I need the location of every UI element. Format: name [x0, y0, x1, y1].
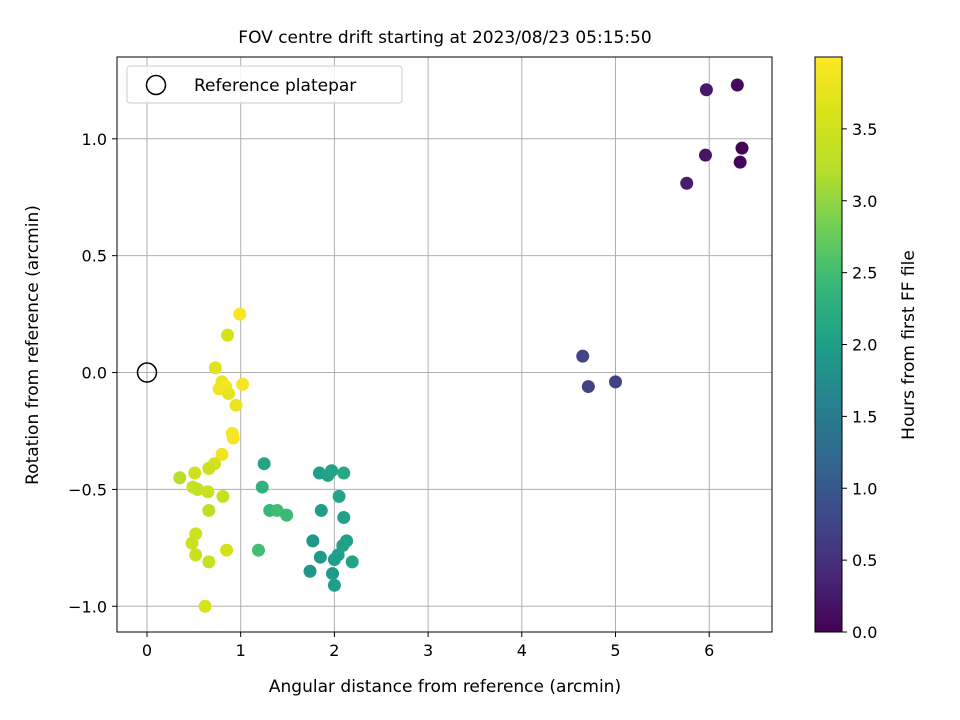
data-point — [189, 548, 203, 562]
y-tick-label: −0.5 — [68, 480, 107, 499]
y-tick-label: 1.0 — [82, 130, 107, 149]
plot-frame — [116, 56, 773, 633]
colorbar-tick-label: 2.5 — [852, 264, 877, 283]
legend-label: Reference platepar — [194, 76, 356, 96]
colorbar-label: Hours from first FF file — [899, 250, 919, 440]
colorbar-tick-label: 1.0 — [852, 479, 877, 498]
x-tick-label: 4 — [517, 641, 527, 660]
y-tick-label: 0.5 — [82, 247, 107, 266]
x-tick-label: 2 — [329, 641, 339, 660]
data-point — [229, 398, 243, 412]
data-point — [581, 380, 595, 394]
y-tick-label: 0.0 — [82, 364, 107, 383]
data-point — [220, 543, 234, 557]
y-tick-label: −1.0 — [68, 597, 107, 616]
x-tick-label: 6 — [704, 641, 714, 660]
data-point — [327, 578, 341, 592]
data-point — [680, 176, 694, 190]
data-point — [216, 489, 230, 503]
data-point — [337, 510, 351, 524]
data-point — [215, 447, 229, 461]
data-point — [733, 155, 747, 169]
data-point — [303, 564, 317, 578]
data-point — [698, 148, 712, 162]
data-point — [251, 543, 265, 557]
data-point — [226, 431, 240, 445]
data-point — [222, 387, 236, 401]
colorbar-tick-label: 3.5 — [852, 120, 877, 139]
data-point — [255, 480, 269, 494]
data-point — [202, 503, 216, 517]
data-point — [185, 536, 199, 550]
colorbar-ticks: 0.0 0.5 1.0 1.5 2.0 2.5 3.0 3.5 — [842, 120, 877, 642]
plot-background — [117, 57, 772, 632]
data-point — [325, 464, 339, 478]
x-axis-label: Angular distance from reference (arcmin) — [269, 677, 621, 697]
data-point — [332, 489, 346, 503]
reference-platepar-point — [136, 362, 158, 383]
colorbar-tick-label: 2.0 — [852, 336, 877, 355]
legend-box — [126, 65, 403, 104]
x-tick-label: 0 — [142, 641, 152, 660]
colorbar-gradient — [814, 56, 843, 633]
data-point — [201, 485, 215, 499]
x-axis-ticks: 0 1 2 3 4 5 6 — [142, 632, 714, 660]
data-point — [576, 349, 590, 363]
data-point — [730, 78, 744, 92]
grid — [117, 57, 772, 632]
data-point — [326, 567, 340, 581]
legend-marker-icon — [145, 74, 167, 96]
data-point — [313, 550, 327, 564]
data-point — [191, 482, 205, 496]
data-points — [173, 78, 749, 613]
data-point — [327, 553, 341, 567]
y-axis-ticks: −1.0 −0.5 0.0 0.5 1.0 — [68, 130, 117, 616]
data-point — [306, 534, 320, 548]
data-point — [609, 375, 623, 389]
data-point — [221, 328, 235, 342]
colorbar-tick-label: 1.5 — [852, 407, 877, 426]
data-point — [233, 307, 247, 321]
chart-title: FOV centre drift starting at 2023/08/23 … — [238, 28, 651, 48]
data-point — [337, 466, 351, 480]
data-point — [280, 508, 294, 522]
data-point — [314, 503, 328, 517]
x-tick-label: 3 — [423, 641, 433, 660]
y-axis-label: Rotation from reference (arcmin) — [23, 205, 43, 485]
x-tick-label: 5 — [610, 641, 620, 660]
plot-area: 0 1 2 3 4 5 6 −1.0 −0.5 0.0 0.5 1.0 — [68, 56, 773, 660]
data-point — [236, 377, 250, 391]
data-point — [198, 599, 212, 613]
colorbar-tick-label: 0.0 — [852, 623, 877, 642]
data-point — [257, 457, 271, 471]
data-point — [173, 471, 187, 485]
legend[interactable]: Reference platepar — [126, 65, 403, 104]
data-point — [202, 555, 216, 569]
data-point — [699, 83, 713, 97]
data-point — [735, 141, 749, 155]
x-tick-label: 1 — [236, 641, 246, 660]
data-point — [345, 555, 359, 569]
reference-marker — [136, 362, 158, 383]
colorbar-tick-label: 0.5 — [852, 551, 877, 570]
data-point — [188, 466, 202, 480]
data-point — [208, 361, 222, 375]
colorbar-tick-label: 3.0 — [852, 192, 877, 211]
data-point — [202, 461, 216, 475]
colorbar: 0.0 0.5 1.0 1.5 2.0 2.5 3.0 3.5 Hours from firs… — [814, 56, 919, 642]
